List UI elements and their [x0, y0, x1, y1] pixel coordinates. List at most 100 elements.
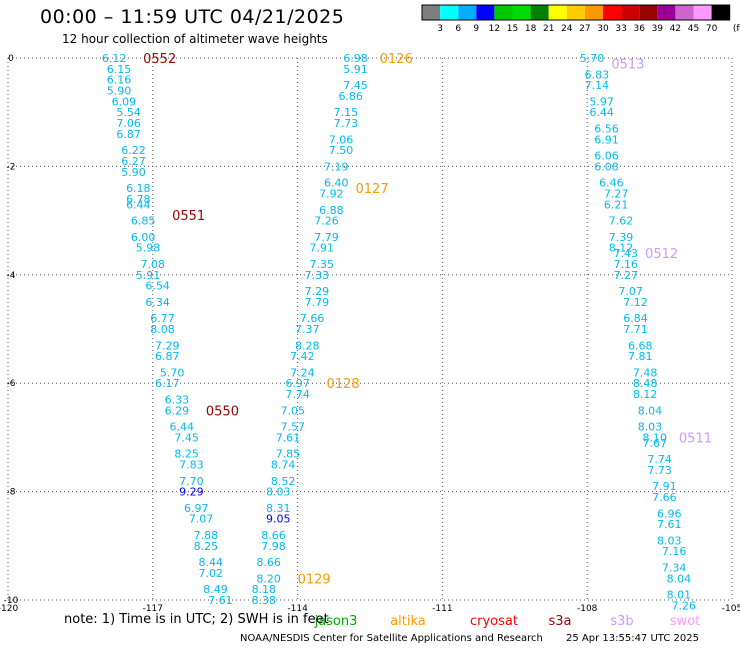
chart-grid	[7, 57, 733, 601]
color-scale-swatch	[476, 5, 495, 20]
wave-height-label: 6.68	[628, 339, 653, 352]
wave-height-label: 6.44	[589, 106, 614, 119]
legend-entry: jason3	[314, 614, 358, 629]
wave-height-label: 6.56	[594, 122, 619, 135]
color-scale-tick-label: 12	[489, 24, 500, 34]
color-scale-swatch	[621, 5, 640, 20]
credit-line: NOAA/NESDIS Center for Satellite Applica…	[240, 633, 543, 644]
wave-height-label: 8.49	[203, 583, 228, 596]
wave-height-label: 7.26	[314, 215, 339, 228]
wave-height-label: 7.91	[652, 480, 677, 493]
wave-height-label: 8.31	[266, 502, 291, 515]
color-scale-tick-label: 45	[688, 24, 699, 34]
wave-height-label: 9.29	[179, 486, 204, 499]
wave-height-label: 7.02	[198, 567, 223, 580]
wave-height-label: 6.87	[116, 128, 141, 141]
pass-time-label: 0513	[611, 57, 644, 72]
data-points: 6.126.156.165.906.095.547.066.876.226.27…	[102, 52, 696, 612]
wave-height-label: 7.42	[290, 350, 315, 363]
wave-height-label: 5.70	[160, 366, 185, 379]
wave-height-label: 8.66	[261, 529, 286, 542]
color-scale-tick-label: 6	[455, 24, 461, 34]
wave-height-label: 7.39	[609, 231, 634, 244]
color-scale-swatch	[693, 5, 712, 20]
wave-height-label: 6.83	[585, 68, 610, 81]
color-scale-tick-label: 18	[525, 24, 537, 34]
color-scale-tick-label: 27	[579, 24, 590, 34]
wave-height-label: 6.46	[599, 177, 624, 190]
wave-height-label: 6.87	[155, 350, 180, 363]
wave-height-label: 8.20	[256, 572, 281, 585]
wave-height-label: 6.54	[145, 280, 170, 293]
wave-height-label: 7.61	[276, 431, 301, 444]
color-scale-swatch	[512, 5, 531, 20]
color-scale-tick-label: 33	[615, 24, 626, 34]
color-scale-tick-label: 9	[473, 24, 479, 34]
wave-height-label: 8.66	[256, 556, 281, 569]
wave-height-label: 6.34	[145, 296, 170, 309]
color-scale-tick-label: 36	[633, 24, 645, 34]
wave-height-label: 6.77	[150, 312, 175, 325]
wave-height-label: 7.05	[281, 404, 306, 417]
wave-height-label: 8.44	[198, 556, 223, 569]
wave-height-label: 6.09	[112, 95, 137, 108]
color-scale-unit: (ft)	[733, 24, 740, 34]
legend-entry: cryosat	[470, 614, 518, 629]
wave-height-label: 7.57	[281, 421, 306, 434]
wave-height-label: 7.74	[647, 453, 672, 466]
axis-tick-labels: -120 -117 -114 -111 -108 -105 0 -2 -4 -6 -8 -10	[0, 54, 740, 614]
wave-height-label: 6.78	[126, 193, 151, 206]
generated-timestamp: 25 Apr 13:55:47 UTC 2025	[566, 633, 699, 644]
wave-height-label: 6.12	[102, 52, 127, 65]
wave-height-label: 7.91	[309, 242, 334, 255]
satellite-legend: jason3 altika cryosat s3a s3b swot	[314, 614, 701, 629]
wave-height-label: 8.18	[252, 583, 277, 596]
x-tick-label: -114	[287, 604, 308, 614]
x-tick-label: -111	[432, 604, 452, 614]
color-scale-swatch	[675, 5, 694, 20]
wave-height-label: 7.79	[305, 296, 330, 309]
color-scale-swatch	[603, 5, 622, 20]
pass-time-label: 0550	[206, 404, 239, 419]
wave-height-label: 7.29	[155, 339, 180, 352]
pass-time-label: 0126	[380, 52, 413, 67]
wave-height-label: 7.16	[614, 258, 639, 271]
color-scale-swatch	[458, 5, 477, 20]
wave-height-label: 8.52	[271, 475, 296, 488]
y-tick-label: -2	[7, 162, 16, 172]
color-scale-tick-label: 70	[706, 24, 718, 34]
color-scale-swatch	[711, 5, 730, 20]
time-labels: 0552 0551 0550 0126 0127 0128 0129 0513 0512 0511	[143, 52, 712, 587]
x-tick-label: -117	[143, 604, 163, 614]
wave-height-label: 7.19	[324, 160, 349, 173]
wave-height-label: 5.54	[116, 106, 141, 119]
x-tick-label: -108	[577, 604, 598, 614]
color-scale-swatch	[548, 5, 567, 20]
wave-height-label: 6.21	[604, 198, 629, 211]
wave-height-label: 7.16	[662, 545, 687, 558]
wave-height-label: 5.91	[136, 269, 161, 282]
wave-height-label: 5.91	[343, 63, 368, 76]
legend-entry: swot	[670, 614, 700, 629]
color-scale-swatch	[422, 5, 441, 20]
wave-height-label: 6.22	[121, 144, 146, 157]
y-tick-label: -8	[7, 488, 16, 498]
legend-entry: altika	[390, 614, 426, 629]
wave-height-label: 8.03	[266, 486, 291, 499]
wave-height-label: 7.35	[309, 258, 334, 271]
color-scale-tick-label: 42	[670, 24, 681, 34]
wave-height-label: 6.84	[623, 312, 648, 325]
wave-height-label: 7.79	[314, 231, 339, 244]
wave-height-label: 6.06	[594, 150, 619, 163]
wave-height-label: 7.45	[174, 431, 199, 444]
wave-height-label: 7.74	[285, 388, 310, 401]
wave-height-label: 7.48	[633, 366, 658, 379]
wave-height-label: 5.97	[589, 95, 614, 108]
pass-time-label: 0552	[143, 52, 176, 67]
wave-height-label: 7.73	[334, 117, 359, 130]
wave-height-label: 9.05	[266, 513, 291, 526]
legend-entry: s3a	[548, 614, 571, 629]
wave-height-label: 7.29	[305, 285, 330, 298]
pass-time-label: 0511	[679, 431, 712, 446]
